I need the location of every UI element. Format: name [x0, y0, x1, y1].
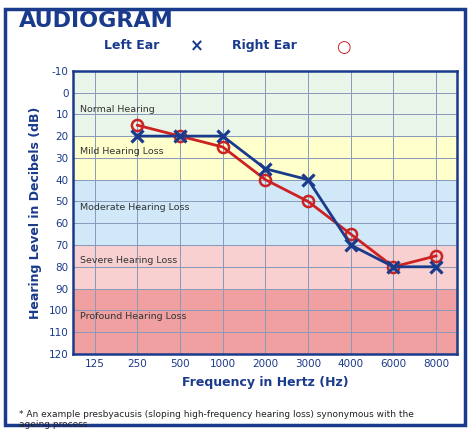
Y-axis label: Hearing Level in Decibels (dB): Hearing Level in Decibels (dB) — [29, 106, 42, 319]
Bar — [73, 180, 457, 245]
Text: Left Ear: Left Ear — [104, 39, 160, 51]
Text: Profound Hearing Loss: Profound Hearing Loss — [80, 312, 186, 321]
Text: ×: × — [190, 37, 203, 55]
X-axis label: Frequency in Hertz (Hz): Frequency in Hertz (Hz) — [182, 376, 349, 389]
Text: Normal Hearing: Normal Hearing — [80, 106, 155, 115]
Text: Right Ear: Right Ear — [232, 39, 297, 51]
Text: AUDIOGRAM: AUDIOGRAM — [19, 11, 173, 31]
Text: Severe Hearing Loss: Severe Hearing Loss — [80, 256, 177, 265]
Text: Mild Hearing Loss: Mild Hearing Loss — [80, 147, 164, 156]
Text: Moderate Hearing Loss: Moderate Hearing Loss — [80, 203, 190, 212]
Text: * An example presbyacusis (sloping high-frequency hearing loss) synonymous with : * An example presbyacusis (sloping high-… — [19, 410, 414, 429]
Bar — [73, 289, 457, 354]
Bar — [73, 71, 457, 136]
Bar — [73, 136, 457, 180]
Bar — [73, 245, 457, 289]
Text: ○: ○ — [337, 38, 351, 56]
FancyBboxPatch shape — [5, 9, 465, 425]
